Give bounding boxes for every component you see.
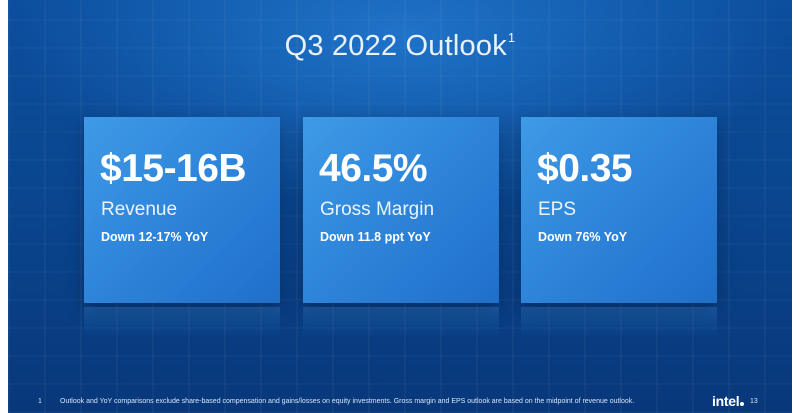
eps-value: $0.35 <box>537 147 633 190</box>
gross-margin-value: 46.5% <box>319 147 428 190</box>
intel-logo: intel <box>712 393 745 409</box>
logo-dot-icon <box>740 402 745 406</box>
gross-margin-card: 46.5% Gross Margin Down 11.8 ppt YoY <box>303 117 499 337</box>
slide: Q3 2022 Outlook1 $15-16B Revenue Down 12… <box>8 0 792 413</box>
eps-label: EPS <box>538 199 577 220</box>
slide-title-text: Q3 2022 Outlook <box>284 30 507 62</box>
intel-logo-text: intel <box>712 393 740 409</box>
eps-change: Down 76% YoY <box>538 230 628 244</box>
card-reflection <box>303 307 499 337</box>
slide-title: Q3 2022 Outlook1 <box>8 30 792 63</box>
page-number: 13 <box>750 398 758 405</box>
title-footnote-marker: 1 <box>507 30 516 45</box>
revenue-value: $15-16B <box>100 147 247 190</box>
revenue-change: Down 12-17% YoY <box>101 230 209 244</box>
revenue-label: Revenue <box>101 199 178 220</box>
card-reflection <box>84 307 280 337</box>
footnote-number: 1 <box>38 398 42 405</box>
footnote-text: Outlook and YoY comparisons exclude shar… <box>60 398 635 405</box>
revenue-card: $15-16B Revenue Down 12-17% YoY <box>84 117 280 337</box>
gross-margin-change: Down 11.8 ppt YoY <box>320 230 431 244</box>
gross-margin-label: Gross Margin <box>320 199 435 220</box>
card-reflection <box>521 307 717 337</box>
eps-card: $0.35 EPS Down 76% YoY <box>521 117 717 337</box>
